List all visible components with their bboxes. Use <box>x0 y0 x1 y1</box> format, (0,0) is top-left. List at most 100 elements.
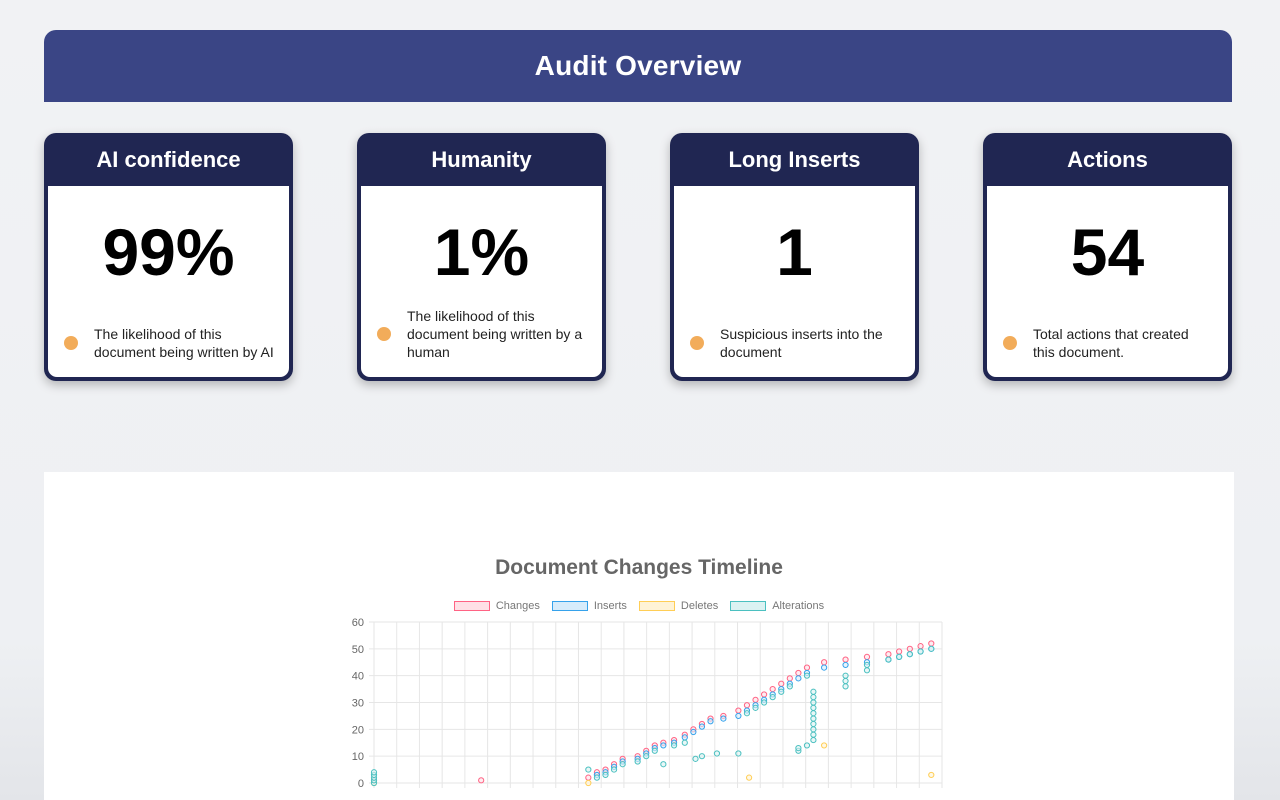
card-description-text: The likelihood of this document being wr… <box>407 308 583 360</box>
y-tick-label: 20 <box>352 724 364 736</box>
card-body: 54 Total actions that created this docum… <box>987 186 1228 377</box>
data-point-alterations <box>810 720 817 728</box>
legend-swatch <box>453 601 490 611</box>
card-value: 54 <box>1070 215 1145 289</box>
legend-label: Changes <box>495 600 540 612</box>
card-value: 99% <box>102 215 235 289</box>
data-point-alterations <box>810 688 817 695</box>
legend-item-changes[interactable]: Changes <box>453 600 540 612</box>
card-body: 99% The likelihood of this document bein… <box>48 186 289 377</box>
data-point-changes <box>821 659 828 666</box>
data-point-deletes <box>585 779 592 787</box>
banner-title: Audit Overview <box>534 50 742 81</box>
data-point-changes <box>743 702 751 709</box>
bullet-dot-icon <box>64 336 78 350</box>
timeline-chart: 0 10 20 30 40 50 60 <box>352 617 943 790</box>
y-tick-label: 0 <box>358 778 364 790</box>
data-point-alterations <box>786 683 793 690</box>
data-point-deletes <box>745 774 753 781</box>
data-point-alterations <box>863 667 871 674</box>
data-point-alterations <box>885 656 892 663</box>
card-description-text: Suspicious inserts into the document <box>720 326 883 360</box>
legend-item-inserts[interactable]: Inserts <box>551 600 627 612</box>
data-point-alterations <box>803 742 811 749</box>
card-value: 1 <box>776 215 813 289</box>
data-point-alterations <box>810 704 817 711</box>
data-point-alterations <box>593 774 601 781</box>
audit-overview-banner: Audit Overview <box>44 30 1232 102</box>
y-tick-label: 10 <box>352 751 364 763</box>
data-point-changes <box>906 645 913 652</box>
card-description-text: Total actions that created this document… <box>1033 326 1189 360</box>
legend-label: Deletes <box>680 600 719 612</box>
data-point-alterations <box>619 761 626 768</box>
card-ai-confidence: AI confidence 99% The likelihood of this… <box>44 133 293 381</box>
card-description: The likelihood of this document being wr… <box>64 325 275 361</box>
data-point-inserts <box>690 728 697 736</box>
card-description-text: The likelihood of this document being wr… <box>94 326 274 360</box>
legend-swatch <box>551 601 588 611</box>
data-point-alterations <box>769 694 776 701</box>
data-point-changes <box>585 774 592 781</box>
y-tick-label: 60 <box>352 617 364 629</box>
card-humanity: Humanity 1% The likelihood of this docum… <box>357 133 606 381</box>
card-title: Humanity <box>431 146 532 172</box>
legend-item-alterations[interactable]: Alterations <box>730 600 824 612</box>
data-point-changes <box>769 685 776 693</box>
data-point-alterations <box>863 661 871 669</box>
data-point-alterations <box>670 742 678 749</box>
data-point-alterations <box>810 694 817 701</box>
data-point-alterations <box>713 750 721 757</box>
card-body: 1 Suspicious inserts into the document <box>674 186 915 377</box>
card-title: AI confidence <box>96 146 241 172</box>
card-title: Actions <box>1067 146 1148 172</box>
data-point-alterations <box>810 710 817 717</box>
data-point-alterations <box>370 769 378 776</box>
data-point-inserts <box>681 734 688 741</box>
bullet-dot-icon <box>377 327 391 341</box>
data-point-deletes <box>928 771 935 779</box>
data-point-changes <box>760 691 768 698</box>
card-description: Suspicious inserts into the document <box>690 325 901 361</box>
timeline-chart-panel: Document Changes Timeline Changes Inserts… <box>44 472 1234 800</box>
data-point-inserts <box>720 715 727 722</box>
data-point-changes <box>752 696 759 703</box>
legend-swatch <box>638 601 675 611</box>
data-point-alterations <box>810 715 817 722</box>
card-actions: Actions 54 Total actions that created th… <box>983 133 1232 381</box>
data-point-deletes <box>821 742 828 749</box>
legend-label: Inserts <box>593 600 627 612</box>
data-point-inserts <box>842 661 849 669</box>
data-point-alterations <box>928 645 935 652</box>
data-point-alterations <box>752 704 759 711</box>
data-point-alterations <box>906 651 913 658</box>
data-point-changes <box>928 640 935 647</box>
data-point-inserts <box>821 664 828 671</box>
data-point-changes <box>786 675 793 682</box>
data-point-alterations <box>810 726 817 733</box>
data-point-alterations <box>698 753 706 760</box>
data-point-alterations <box>803 672 811 679</box>
data-point-alterations <box>585 766 592 773</box>
data-point-changes <box>478 777 485 784</box>
data-point-alterations <box>651 747 658 754</box>
data-point-alterations <box>842 672 849 679</box>
card-description: The likelihood of this document being wr… <box>377 307 588 361</box>
card-long-inserts: Long Inserts 1 Suspicious inserts into t… <box>670 133 919 381</box>
data-point-inserts <box>698 723 706 730</box>
card-value: 1% <box>433 215 530 289</box>
data-point-alterations <box>896 653 903 660</box>
data-point-changes <box>842 656 849 663</box>
data-point-alterations <box>692 755 699 762</box>
data-point-changes <box>896 648 903 655</box>
legend-item-deletes[interactable]: Deletes <box>638 600 719 612</box>
chart-title: Document Changes Timeline <box>495 556 783 579</box>
data-point-alterations <box>743 710 751 717</box>
data-point-alterations <box>660 761 667 768</box>
data-point-alterations <box>760 699 768 706</box>
data-point-inserts <box>707 718 714 725</box>
data-point-alterations <box>795 745 802 752</box>
data-point-changes <box>795 669 802 677</box>
data-point-alterations <box>810 736 817 744</box>
